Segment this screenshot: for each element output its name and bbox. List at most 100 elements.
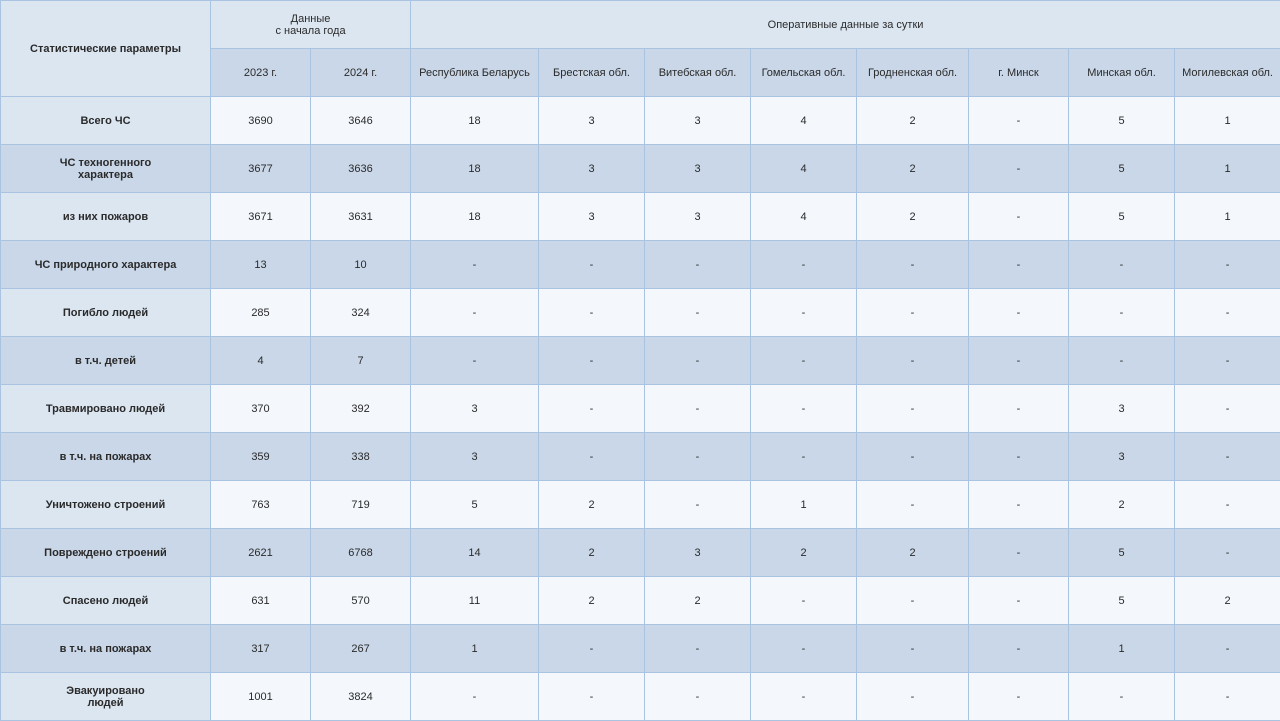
header-region-7: Могилевская обл.: [1175, 49, 1280, 97]
cell: -: [1069, 241, 1175, 289]
cell: 2: [857, 193, 969, 241]
cell: -: [751, 673, 857, 721]
cell: 14: [411, 529, 539, 577]
cell: -: [969, 337, 1069, 385]
table-row: в т.ч. детей47--------: [1, 337, 1280, 385]
cell: 5: [1069, 145, 1175, 193]
cell: -: [1175, 625, 1280, 673]
cell: 2: [539, 481, 645, 529]
cell: 3: [645, 97, 751, 145]
cell: 324: [311, 289, 411, 337]
cell: -: [857, 433, 969, 481]
row-label: Повреждено строений: [1, 529, 211, 577]
cell: -: [539, 289, 645, 337]
cell: -: [645, 289, 751, 337]
cell: -: [969, 529, 1069, 577]
cell: -: [969, 673, 1069, 721]
cell: 285: [211, 289, 311, 337]
header-param: Статистические параметры: [1, 1, 211, 97]
header-year-group: Данныес начала года: [211, 1, 411, 49]
row-label: Эвакуированолюдей: [1, 673, 211, 721]
cell: 359: [211, 433, 311, 481]
cell: 3: [539, 193, 645, 241]
cell: -: [751, 385, 857, 433]
cell: 3677: [211, 145, 311, 193]
cell: 5: [1069, 193, 1175, 241]
cell: 1: [1175, 193, 1280, 241]
cell: -: [969, 289, 1069, 337]
cell: 18: [411, 193, 539, 241]
cell: -: [411, 673, 539, 721]
cell: -: [539, 385, 645, 433]
cell: -: [857, 481, 969, 529]
header-region-2: Витебская обл.: [645, 49, 751, 97]
cell: 2621: [211, 529, 311, 577]
cell: 1: [1069, 625, 1175, 673]
cell: -: [645, 337, 751, 385]
cell: -: [539, 673, 645, 721]
cell: 3: [645, 145, 751, 193]
cell: -: [645, 673, 751, 721]
row-label: Погибло людей: [1, 289, 211, 337]
cell: -: [1175, 385, 1280, 433]
cell: 5: [1069, 529, 1175, 577]
cell: -: [411, 289, 539, 337]
cell: 3636: [311, 145, 411, 193]
cell: 18: [411, 97, 539, 145]
cell: -: [857, 385, 969, 433]
cell: 2: [539, 577, 645, 625]
stats-table: Статистические параметры Данныес начала …: [0, 0, 1280, 721]
row-label: в т.ч. детей: [1, 337, 211, 385]
header-region-6: Минская обл.: [1069, 49, 1175, 97]
cell: 1: [1175, 145, 1280, 193]
cell: 3: [645, 529, 751, 577]
cell: 3: [1069, 433, 1175, 481]
cell: -: [969, 625, 1069, 673]
cell: -: [645, 433, 751, 481]
table-row: Уничтожено строений76371952-1--2-: [1, 481, 1280, 529]
cell: -: [969, 385, 1069, 433]
cell: 763: [211, 481, 311, 529]
table-row: Всего ЧС36903646183342-51: [1, 97, 1280, 145]
table-row: Погибло людей285324--------: [1, 289, 1280, 337]
table-row: Спасено людей6315701122---52: [1, 577, 1280, 625]
cell: 18: [411, 145, 539, 193]
cell: -: [1175, 337, 1280, 385]
cell: -: [1175, 529, 1280, 577]
table-row: в т.ч. на пожарах3172671-----1-: [1, 625, 1280, 673]
cell: -: [857, 673, 969, 721]
cell: -: [1069, 673, 1175, 721]
cell: -: [969, 97, 1069, 145]
cell: -: [1175, 433, 1280, 481]
cell: 4: [211, 337, 311, 385]
cell: -: [857, 289, 969, 337]
cell: 2: [857, 529, 969, 577]
cell: 392: [311, 385, 411, 433]
cell: 3690: [211, 97, 311, 145]
cell: -: [969, 577, 1069, 625]
cell: 10: [311, 241, 411, 289]
cell: -: [1069, 337, 1175, 385]
cell: 2: [1069, 481, 1175, 529]
cell: 4: [751, 193, 857, 241]
table-row: из них пожаров36713631183342-51: [1, 193, 1280, 241]
cell: 3631: [311, 193, 411, 241]
cell: -: [751, 337, 857, 385]
table-row: Травмировано людей3703923-----3-: [1, 385, 1280, 433]
cell: -: [539, 241, 645, 289]
table-row: в т.ч. на пожарах3593383-----3-: [1, 433, 1280, 481]
cell: 3: [539, 97, 645, 145]
cell: 7: [311, 337, 411, 385]
cell: 1001: [211, 673, 311, 721]
cell: 370: [211, 385, 311, 433]
header-region-4: Гродненская обл.: [857, 49, 969, 97]
row-label: в т.ч. на пожарах: [1, 625, 211, 673]
cell: -: [969, 241, 1069, 289]
cell: 5: [1069, 97, 1175, 145]
cell: 3: [411, 433, 539, 481]
cell: -: [751, 577, 857, 625]
cell: -: [969, 145, 1069, 193]
cell: 3671: [211, 193, 311, 241]
cell: -: [1069, 289, 1175, 337]
header-2024: 2024 г.: [311, 49, 411, 97]
